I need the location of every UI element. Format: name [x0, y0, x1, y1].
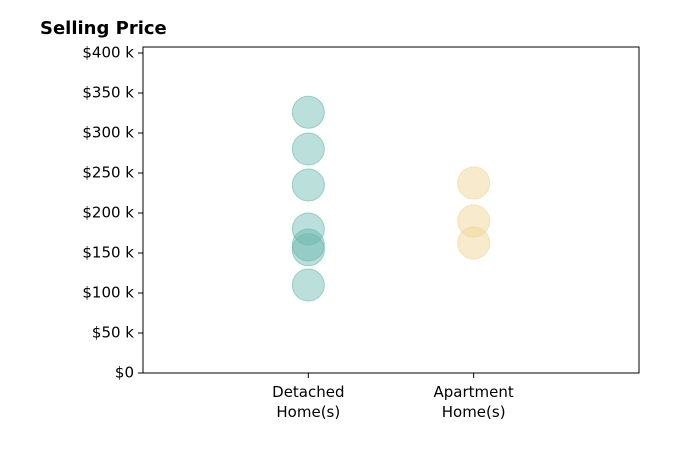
- chart-title: Selling Price: [40, 18, 167, 39]
- point: [457, 226, 491, 260]
- point: [457, 166, 491, 200]
- y-tick-label: $200 k: [82, 204, 134, 222]
- y-tick-label: $400 k: [82, 44, 134, 62]
- y-tick-label: $50 k: [92, 324, 134, 342]
- y-tick-label: $250 k: [82, 164, 134, 182]
- point: [291, 132, 325, 166]
- point: [291, 95, 325, 129]
- x-tick-label: Detached Home(s): [272, 383, 345, 421]
- y-tick-label: $300 k: [82, 124, 134, 142]
- y-tick-label: $0: [115, 364, 134, 382]
- y-tick-label: $350 k: [82, 84, 134, 102]
- point: [291, 168, 325, 202]
- y-tick-label: $150 k: [82, 244, 134, 262]
- point: [291, 233, 325, 267]
- y-tick-label: $100 k: [82, 284, 134, 302]
- point: [291, 268, 325, 302]
- x-tick-label: Apartment Home(s): [433, 383, 514, 421]
- plot-frame: [142, 46, 640, 374]
- point: [291, 228, 325, 262]
